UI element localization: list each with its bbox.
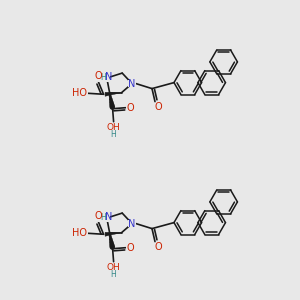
Text: OH: OH <box>107 263 121 272</box>
Bar <box>126 245 133 251</box>
Text: H: H <box>111 130 116 139</box>
Bar <box>74 90 88 97</box>
Bar <box>154 103 161 109</box>
Bar <box>95 74 102 80</box>
Text: N: N <box>105 72 112 82</box>
Bar <box>98 214 110 221</box>
Text: O: O <box>95 71 102 81</box>
Text: HO: HO <box>72 88 87 98</box>
Polygon shape <box>105 232 122 236</box>
Bar <box>98 74 110 82</box>
Text: N: N <box>128 79 136 88</box>
Bar <box>109 123 118 130</box>
Text: N: N <box>128 219 136 229</box>
Text: OH: OH <box>107 123 121 132</box>
Text: O: O <box>127 103 134 113</box>
Text: O: O <box>95 211 102 221</box>
Bar <box>154 243 161 249</box>
Text: HO: HO <box>72 228 87 238</box>
Text: H: H <box>111 270 116 279</box>
Bar <box>95 214 102 220</box>
Bar <box>109 263 118 270</box>
Text: N: N <box>105 212 112 222</box>
Text: H: H <box>100 212 106 221</box>
Bar <box>128 80 136 87</box>
Bar <box>74 230 88 237</box>
Bar <box>126 105 133 111</box>
Polygon shape <box>105 92 122 96</box>
Text: O: O <box>127 243 134 253</box>
Text: O: O <box>154 242 162 252</box>
Bar <box>128 220 136 227</box>
Text: O: O <box>154 102 162 112</box>
Text: H: H <box>100 73 106 82</box>
